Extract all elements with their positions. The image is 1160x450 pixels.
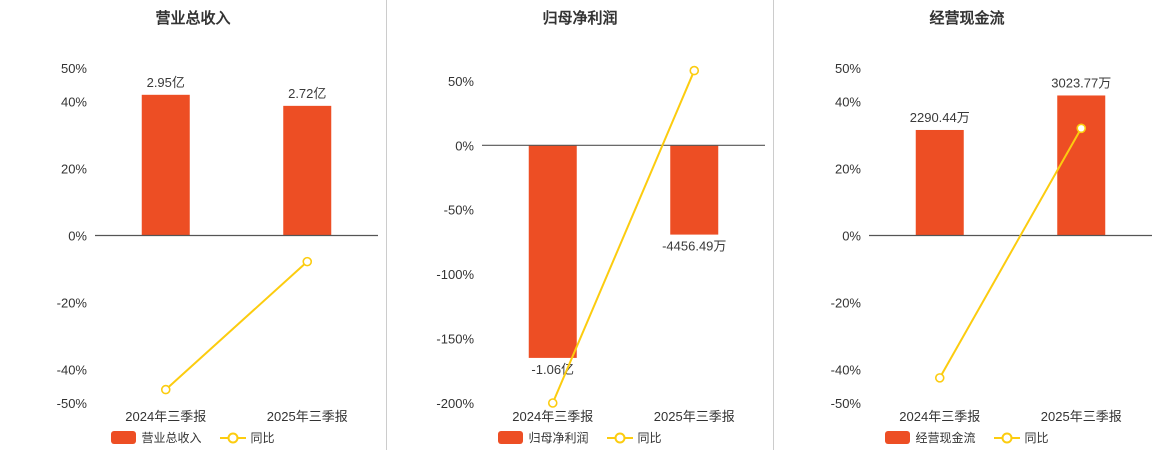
line-series-swatch — [993, 432, 1020, 443]
yoy-line — [165, 260, 308, 391]
yoy-line — [938, 127, 1083, 379]
y-axis-tick-label: -40% — [57, 363, 88, 378]
x-axis-category-label: 2024年三季报 — [899, 409, 980, 424]
yoy-point-marker — [302, 256, 313, 267]
legend-label: 经营现金流 — [915, 431, 976, 445]
bar-series-swatch — [885, 431, 911, 444]
legend-label: 归母净利润 — [528, 431, 589, 445]
chart-title: 经营现金流 — [929, 10, 1005, 27]
y-axis-tick-label: 0% — [68, 229, 87, 244]
panel-operating-cash-flow: 经营现金流 50% 40% 20% 0% -20% -40% -50% 2290.44万 302… — [774, 0, 1160, 450]
bar — [670, 145, 719, 235]
bar — [141, 94, 190, 236]
panel-net-profit: 归母净利润 50% 0% -50% -100% -150% -200% -1.06亿 -445… — [387, 0, 774, 450]
yoy-point-marker — [547, 398, 558, 408]
y-axis-tick-label: 50% — [835, 61, 861, 76]
chart-legend: 归母净利润 同比 — [498, 425, 662, 450]
chart-legend: 经营现金流 同比 — [885, 425, 1049, 450]
y-axis-tick-label: -200% — [436, 396, 474, 411]
bar-value-label: 2.95亿 — [147, 75, 185, 90]
y-axis-tick-label: 40% — [61, 95, 87, 110]
bar-value-label: -4456.49万 — [662, 239, 726, 254]
chart-title: 归母净利润 — [542, 10, 618, 27]
bar-value-label: -1.06亿 — [531, 362, 574, 377]
legend-item-yoy-line[interactable]: 同比 — [606, 429, 662, 446]
y-axis-tick-label: 0% — [842, 229, 861, 244]
legend-label: 营业总收入 — [141, 431, 202, 445]
x-axis-category-label: 2025年三季报 — [654, 409, 735, 424]
bar — [1057, 95, 1106, 236]
yoy-point-marker — [689, 65, 700, 76]
line-series-swatch — [219, 432, 246, 443]
y-axis-tick-label: -100% — [436, 267, 474, 282]
line-marker-icon — [1001, 432, 1012, 443]
legend-label: 同比 — [250, 431, 275, 445]
y-axis-tick-label: -50% — [444, 203, 475, 218]
bar-value-label: 2.72亿 — [288, 86, 326, 101]
legend-item-bar-series[interactable]: 经营现金流 — [885, 429, 976, 446]
legend-item-bar-series[interactable]: 营业总收入 — [111, 429, 202, 446]
yoy-point-marker — [1076, 123, 1087, 134]
legend-label: 同比 — [1024, 431, 1049, 445]
x-axis-category-label: 2025年三季报 — [1041, 409, 1122, 424]
x-axis-category-label: 2025年三季报 — [267, 409, 348, 424]
yoy-point-marker — [934, 373, 945, 383]
yoy-point-marker — [160, 384, 171, 395]
y-axis-tick-label: -20% — [57, 296, 88, 311]
y-axis-tick-label: -40% — [831, 363, 862, 378]
chart-canvas-operating-revenue: 50% 40% 20% 0% -20% -40% -50% 2.95亿 2.72亿 2024年三季… — [57, 61, 378, 424]
y-axis-tick-label: -50% — [57, 396, 88, 411]
x-axis-category-label: 2024年三季报 — [125, 409, 206, 424]
y-axis-tick-label: 20% — [61, 162, 87, 177]
chart-legend: 营业总收入 同比 — [111, 425, 275, 450]
panel-operating-revenue: 营业总收入 50% 40% 20% 0% -20% -40% -50% 2.95亿 2.72亿 2… — [0, 0, 387, 450]
y-axis-tick-label: 20% — [835, 162, 861, 177]
y-axis-tick-label: -50% — [831, 396, 862, 411]
legend-item-yoy-line[interactable]: 同比 — [993, 429, 1049, 446]
bar-value-label: 2290.44万 — [910, 110, 970, 125]
legend-item-yoy-line[interactable]: 同比 — [219, 429, 275, 446]
y-axis-tick-label: 50% — [448, 74, 474, 89]
bar-value-label: 3023.77万 — [1051, 75, 1111, 90]
bar-series-swatch — [498, 431, 524, 444]
bar — [528, 145, 577, 358]
bar — [283, 105, 332, 236]
y-axis-tick-label: -150% — [436, 332, 474, 347]
bar-series-swatch — [111, 431, 137, 444]
x-axis-category-label: 2024年三季报 — [512, 409, 593, 424]
legend-item-bar-series[interactable]: 归母净利润 — [498, 429, 589, 446]
chart-canvas-net-profit: 50% 0% -50% -100% -150% -200% -1.06亿 -4456.49万 2… — [436, 65, 765, 424]
chart-canvas-operating-cash-flow: 50% 40% 20% 0% -20% -40% -50% 2290.44万 3023.77万 2… — [831, 61, 1152, 424]
bar — [915, 129, 964, 236]
legend-label: 同比 — [637, 431, 662, 445]
y-axis-tick-label: 40% — [835, 95, 861, 110]
yoy-line — [551, 70, 696, 404]
y-axis-tick-label: 50% — [61, 61, 87, 76]
chart-title: 营业总收入 — [155, 10, 231, 27]
y-axis-tick-label: 0% — [455, 138, 474, 153]
line-marker-icon — [614, 432, 625, 443]
y-axis-tick-label: -20% — [831, 296, 862, 311]
line-series-swatch — [606, 432, 633, 443]
line-marker-icon — [227, 432, 238, 443]
